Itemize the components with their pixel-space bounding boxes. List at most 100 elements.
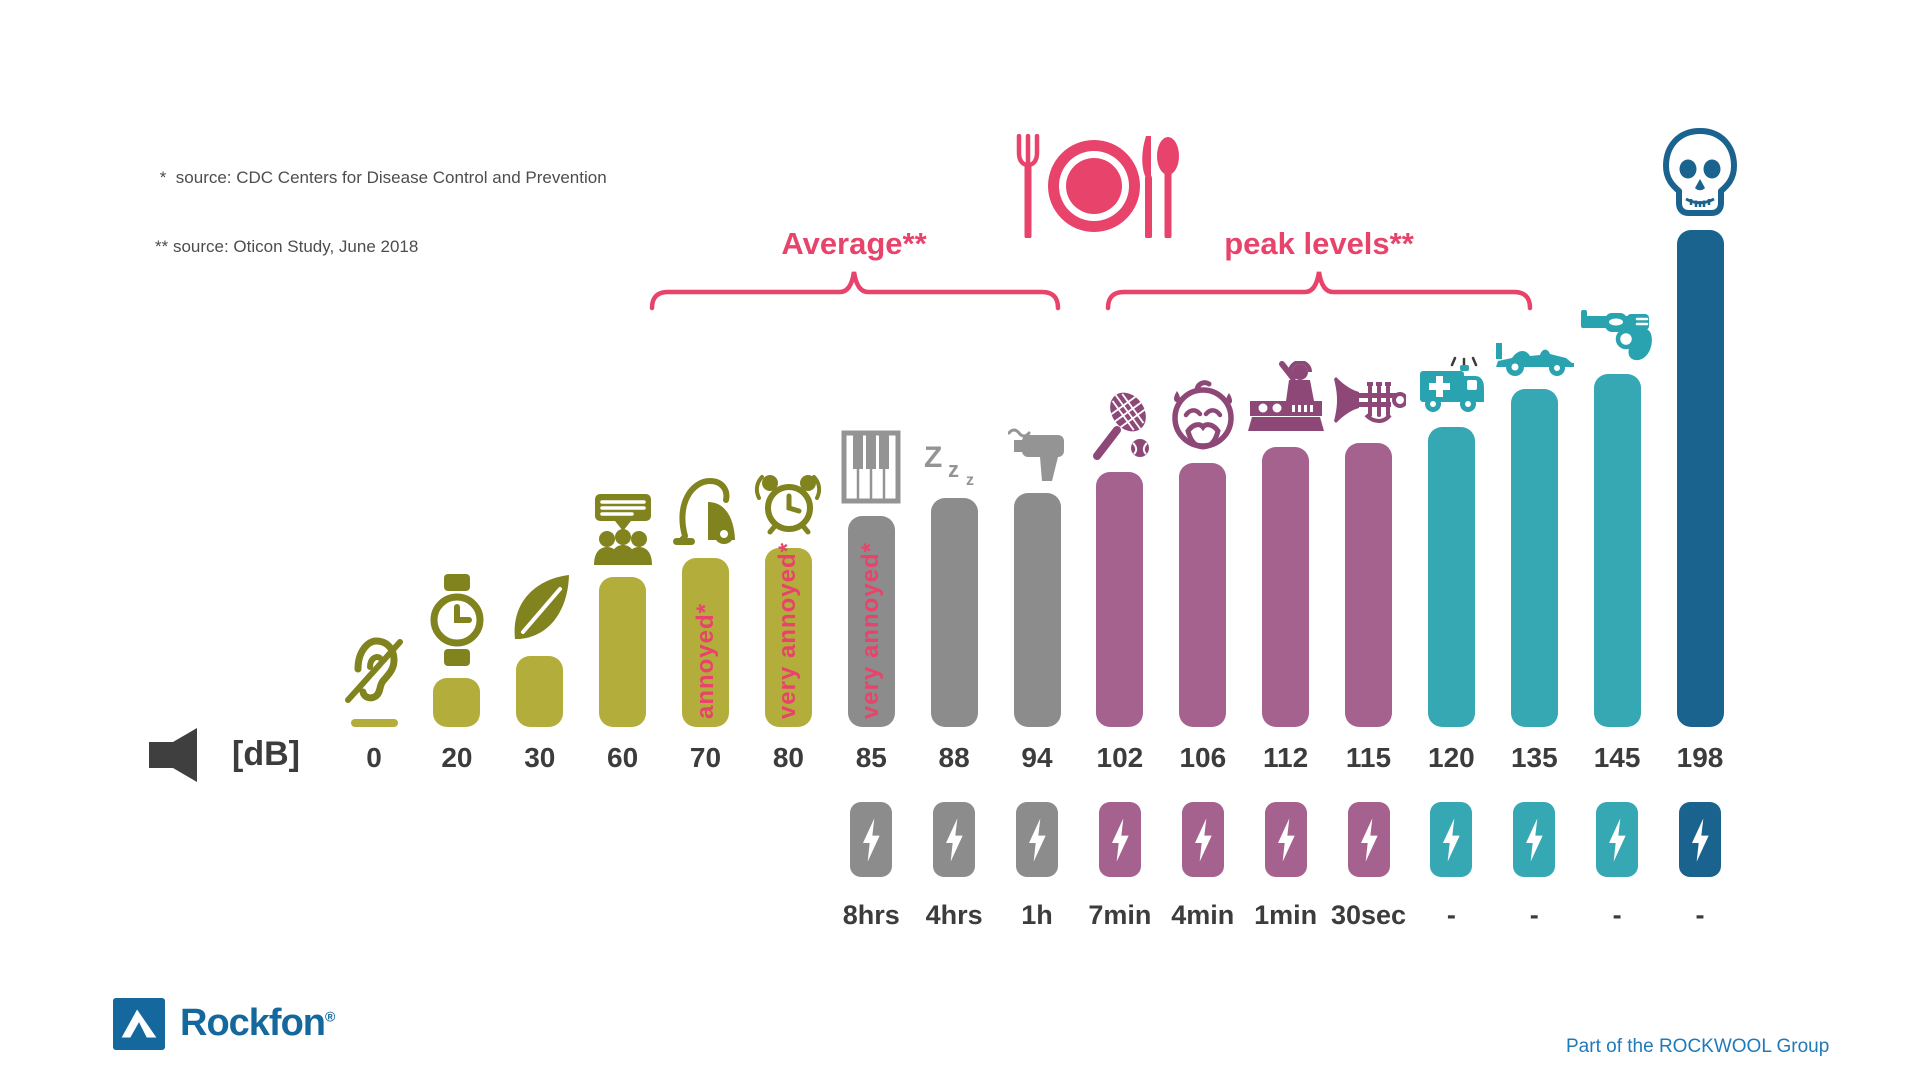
lightning-icon [1360, 817, 1378, 862]
source-notes: * source: CDC Centers for Disease Contro… [155, 120, 607, 281]
exposure-time-label: - [1612, 900, 1622, 930]
rockfon-logo-icon [113, 998, 165, 1050]
rockfon-brand-text: Rockfon® [180, 1002, 335, 1045]
db-value-label: 88 [938, 742, 970, 773]
db-bar-80: very annoyed* [764, 542, 812, 727]
exposure-time-label: 8hrs [842, 900, 900, 930]
db-bar-102 [1096, 472, 1144, 727]
db-value-label: 60 [607, 742, 639, 773]
db-bar-20 [433, 678, 481, 727]
exposure-time-label: 4hrs [925, 900, 983, 930]
exposure-badge [933, 802, 976, 877]
db-bar-0 [350, 719, 398, 727]
trumpet-icon [1332, 369, 1406, 431]
db-value-label: 80 [772, 742, 804, 773]
db-bar-88 [930, 498, 978, 727]
exposure-badge [1016, 802, 1058, 877]
plate-cutlery-icon [1012, 133, 1182, 240]
db-bar-145 [1593, 374, 1641, 727]
exposure-badge [1679, 802, 1721, 877]
db-bar-115 [1345, 443, 1392, 727]
svg-text:z: z [948, 457, 959, 482]
exposure-badge [1596, 802, 1639, 877]
peak-section-label: peak levels** [1224, 226, 1414, 261]
exposure-time-label: 30sec [1330, 900, 1407, 930]
exposure-badge [1513, 802, 1556, 877]
vacuum-cleaner-icon [672, 474, 740, 546]
source-note-cdc: * source: CDC Centers for Disease Contro… [155, 168, 607, 187]
lightning-icon [1277, 817, 1295, 862]
exposure-time-label: 7min [1088, 900, 1152, 930]
crying-baby-icon [1163, 371, 1243, 451]
db-value-label: 198 [1676, 742, 1724, 773]
wristwatch-icon [429, 574, 485, 666]
piano-keys-icon [841, 430, 901, 504]
db-value-label: 106 [1179, 742, 1227, 773]
db-value-label: 30 [524, 742, 556, 773]
alarm-clock-icon [753, 468, 823, 536]
skull-icon [1657, 126, 1743, 218]
db-bar-198 [1676, 230, 1724, 727]
ambulance-icon [1418, 355, 1485, 415]
exposure-time-label: - [1695, 900, 1705, 930]
lightning-icon [1692, 817, 1709, 862]
db-bar-135 [1510, 389, 1558, 727]
exposure-badge [1181, 802, 1224, 877]
db-value-label: 120 [1428, 742, 1475, 773]
svg-text:z: z [966, 472, 974, 486]
hair-dryer-icon [1008, 425, 1066, 481]
db-value-label: 94 [1021, 742, 1053, 773]
db-value-label: 135 [1510, 742, 1558, 773]
db-value-label: 102 [1096, 742, 1144, 773]
exposure-time-label: - [1529, 900, 1539, 930]
muted-ear-icon [343, 633, 405, 707]
bar-annoyance-label: very annoyed* [774, 541, 802, 719]
db-value-label: 0 [366, 742, 382, 773]
exposure-time-label: 1min [1254, 900, 1318, 930]
source-note-oticon: ** source: Oticon Study, June 2018 [155, 237, 419, 256]
exposure-time-label: - [1446, 900, 1456, 930]
revolver-icon [1579, 306, 1655, 362]
lightning-icon [1526, 817, 1543, 862]
race-car-icon [1494, 339, 1575, 377]
exposure-badge [1264, 802, 1307, 877]
svg-text:Z: Z [924, 441, 942, 474]
bar-annoyance-label: annoyed* [691, 602, 719, 719]
lightning-icon [1029, 817, 1046, 862]
brand-name: Rockfon [180, 1002, 326, 1044]
db-value-label: 115 [1345, 742, 1392, 773]
rockwool-group-tagline: Part of the ROCKWOOL Group [1566, 1036, 1830, 1057]
db-value-label: 85 [855, 742, 887, 773]
exposure-badge [1430, 802, 1473, 877]
exposure-badge [1347, 802, 1390, 877]
exposure-badge [850, 802, 893, 877]
db-bar-106 [1179, 463, 1227, 727]
db-bar-70: annoyed* [682, 558, 729, 727]
presentation-audience-icon [592, 493, 654, 565]
db-value-label: 145 [1593, 742, 1641, 773]
exposure-time-label: 1h [1021, 900, 1053, 930]
dj-mixer-icon [1247, 361, 1324, 435]
db-value-label: 20 [441, 742, 473, 773]
db-bar-30 [516, 656, 564, 727]
lightning-icon [946, 817, 963, 862]
db-axis-unit-label: [dB] [232, 735, 300, 773]
tennis-racket-icon [1088, 388, 1152, 460]
lightning-icon [1111, 817, 1129, 862]
leaf-icon [508, 572, 572, 644]
lightning-icon [1609, 817, 1626, 862]
bar-annoyance-label: very annoyed* [857, 541, 885, 719]
exposure-time-label: 4min [1171, 900, 1235, 930]
exposure-badge [1098, 802, 1141, 877]
db-bar-112 [1262, 447, 1310, 727]
average-section-label: Average** [781, 226, 927, 261]
lightning-icon [863, 817, 880, 862]
db-bar-60 [599, 577, 647, 727]
db-value-label: 70 [689, 742, 722, 773]
lightning-icon [1443, 817, 1461, 862]
db-bar-85: very annoyed* [847, 516, 895, 727]
speaker-icon [149, 727, 199, 783]
lightning-icon [1194, 817, 1212, 862]
